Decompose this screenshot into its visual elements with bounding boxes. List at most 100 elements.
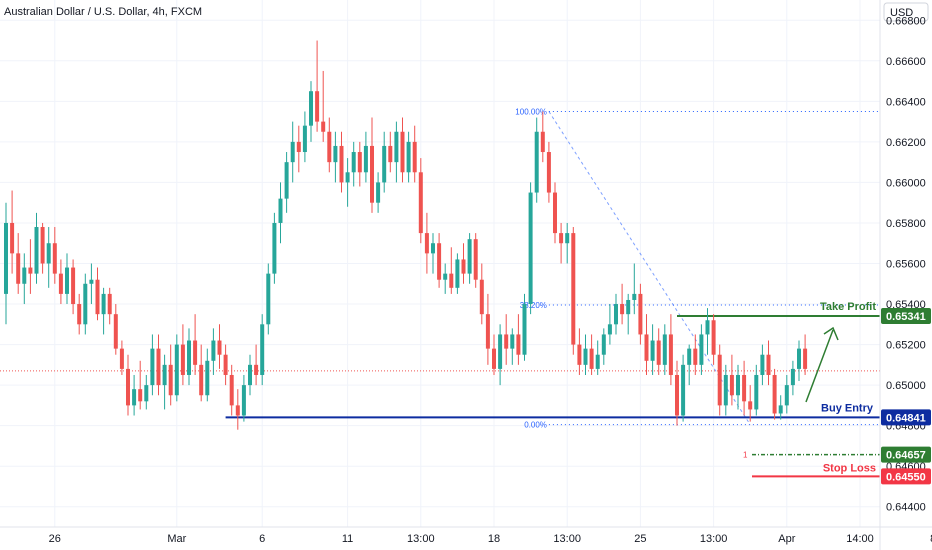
price-badge-value: 0.64841	[886, 412, 926, 424]
candle-body	[504, 334, 509, 349]
candle	[742, 360, 747, 416]
price-badge-bg	[881, 409, 931, 426]
time-axis[interactable]: 26 Mar 6 11 13:00 18 13:00 25 13:00 Apr 14:00 8	[49, 533, 932, 545]
candle	[601, 328, 606, 365]
candle	[784, 374, 789, 414]
candle-body	[138, 389, 143, 402]
candle-body	[687, 348, 692, 365]
candle	[772, 368, 777, 420]
candle	[699, 324, 704, 375]
fib-level-label: 100.00%	[515, 107, 547, 116]
candle-body	[778, 405, 783, 414]
candle	[150, 334, 155, 396]
candle-body	[168, 364, 173, 396]
candle-body	[46, 243, 51, 264]
candle-body	[22, 267, 27, 284]
candle-body	[510, 334, 515, 349]
candle-body	[16, 253, 21, 284]
intermediate-price-badge: 0.64657	[881, 446, 931, 463]
candle	[668, 314, 673, 386]
candle	[290, 121, 295, 183]
candle-body	[437, 243, 442, 280]
price-badge-value: 0.64550	[886, 471, 926, 483]
projection-arrow[interactable]	[805, 326, 839, 403]
candle-body	[77, 304, 82, 325]
candle-body	[174, 344, 179, 396]
candle	[10, 190, 15, 274]
candle-body	[418, 172, 423, 234]
candle	[260, 314, 265, 386]
candle-body	[449, 273, 454, 288]
candle-body	[95, 279, 100, 315]
candle-body	[571, 233, 576, 345]
candle-body	[461, 259, 466, 274]
x-tick-label: 18	[488, 533, 500, 545]
candle	[693, 334, 698, 375]
candle	[534, 117, 539, 203]
stop-loss-label: Stop Loss	[823, 462, 876, 474]
candle-body	[119, 348, 124, 369]
price-badges: 0.65341 0.64841 0.64657 0.64550	[881, 307, 931, 485]
candle-body	[290, 141, 295, 163]
fib-trend-line	[548, 111, 751, 425]
candle-body	[113, 314, 118, 349]
x-tick-label: 11	[342, 533, 353, 545]
candle	[266, 263, 271, 335]
candle-body	[199, 364, 204, 396]
candle-body	[272, 222, 277, 274]
candle	[473, 233, 478, 288]
candle	[467, 233, 472, 284]
candle	[302, 111, 307, 163]
candle	[205, 348, 210, 402]
candle-body	[577, 344, 582, 365]
fib-level-label: 38.20%	[520, 301, 547, 310]
candle	[711, 314, 716, 365]
candle	[565, 222, 570, 264]
candle	[522, 293, 527, 361]
candle	[119, 340, 124, 375]
candle	[778, 395, 783, 420]
y-tick-label: 0.66200	[886, 137, 926, 149]
candle-body	[760, 354, 765, 375]
candle	[748, 385, 753, 422]
candle	[412, 125, 417, 183]
candle-body	[278, 198, 283, 223]
candle-body	[772, 374, 777, 414]
candle-body	[614, 304, 618, 325]
candle	[113, 304, 118, 355]
candle	[187, 328, 191, 386]
candle	[485, 293, 490, 365]
candle-body	[638, 293, 643, 335]
y-tick-label: 0.66400	[886, 96, 926, 108]
candle	[760, 344, 765, 386]
candle	[363, 131, 368, 183]
candle-body	[370, 145, 374, 203]
candle-body	[388, 145, 393, 163]
candle-body	[736, 374, 740, 396]
candle	[284, 152, 289, 213]
candle	[437, 233, 442, 288]
candle	[510, 328, 515, 365]
candle	[797, 340, 801, 382]
candle	[296, 125, 301, 173]
candle-body	[382, 145, 387, 183]
x-tick-label: 8	[930, 533, 932, 545]
fibonacci-retracement[interactable]: 100.00% 38.20% 0.00%	[515, 107, 880, 430]
price-badge-bg	[881, 446, 931, 463]
candle-body	[424, 233, 429, 254]
trade-levels[interactable]: Take Profit Buy Entry 1 Stop Loss	[225, 301, 880, 478]
x-tick-label: Apr	[778, 533, 795, 545]
candle	[138, 360, 143, 410]
currency-button[interactable]: USD	[883, 2, 929, 22]
candle	[662, 324, 667, 375]
candle	[83, 273, 88, 335]
candle	[272, 212, 277, 284]
candle	[248, 354, 252, 396]
candle-body	[431, 243, 435, 254]
candle-body	[400, 131, 405, 173]
candle-body	[632, 293, 637, 300]
candle-body	[315, 91, 320, 122]
candle-body	[333, 145, 338, 163]
